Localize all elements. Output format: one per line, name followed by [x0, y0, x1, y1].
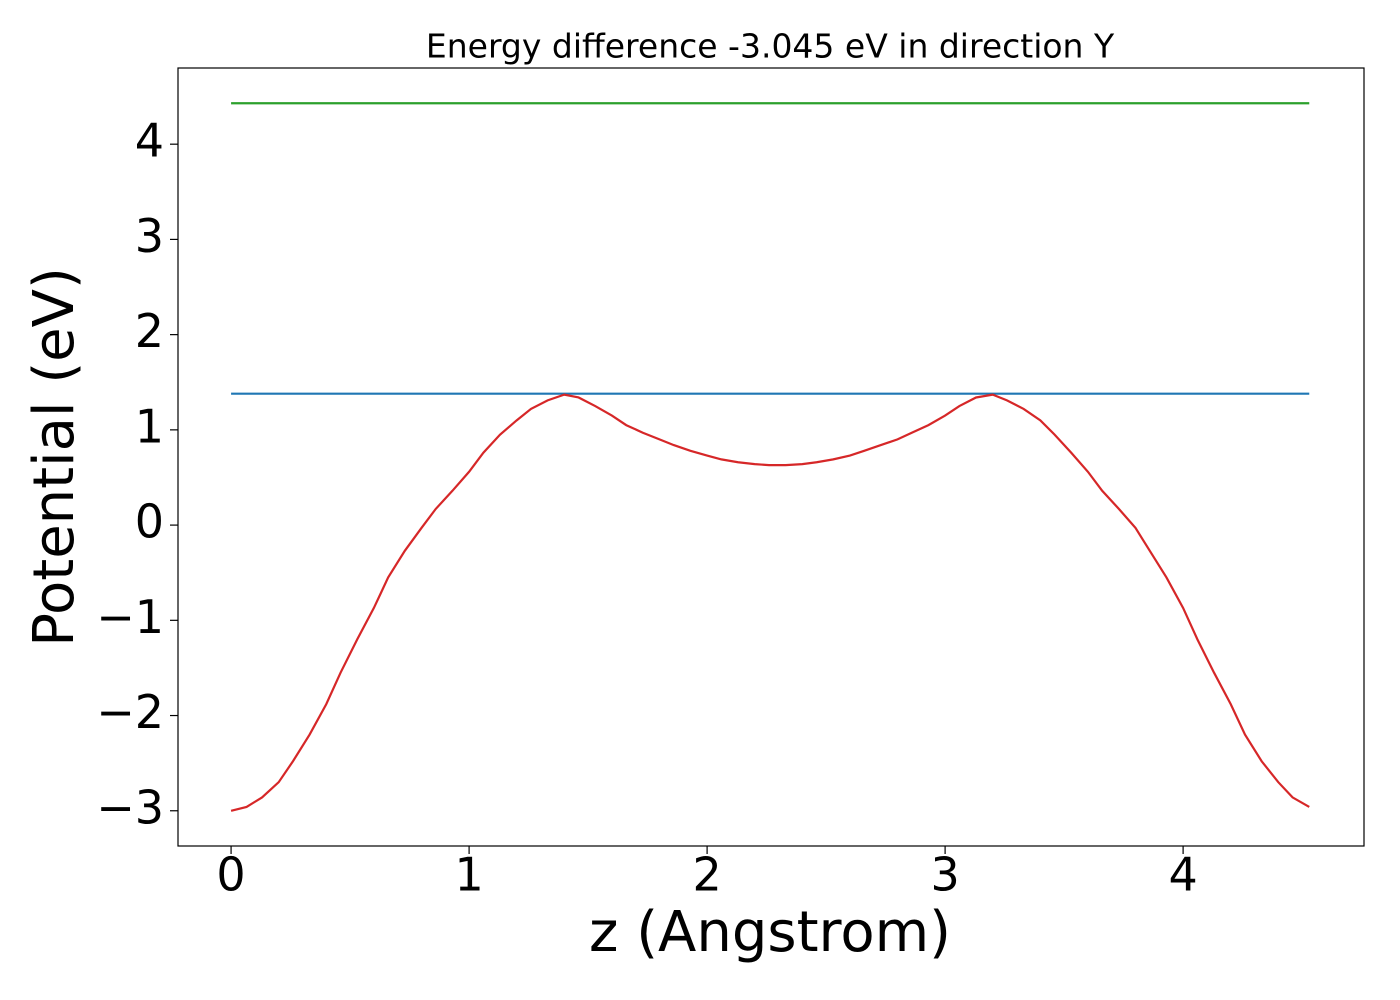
y-tick-label: 4 [135, 114, 164, 168]
line-series [230, 393, 1310, 812]
x-tick-label: 2 [692, 848, 721, 902]
y-axis-label: Potential (eV) [22, 267, 87, 647]
x-axis-label: z (Angstrom) [589, 900, 951, 965]
chart-title: Energy difference -3.045 eV in direction… [426, 27, 1115, 66]
y-tick-label: 1 [135, 399, 164, 453]
plot-frame [177, 67, 1365, 847]
x-tick-label: 1 [454, 848, 483, 902]
y-tick-label: 0 [135, 495, 164, 549]
x-tick-label: 4 [1168, 848, 1197, 902]
y-tick-label: −1 [96, 590, 164, 644]
x-tick-label: 0 [216, 848, 245, 902]
x-tick-label: 3 [930, 848, 959, 902]
y-tick-label: 3 [135, 209, 164, 263]
y-tick-label: −3 [96, 780, 164, 834]
y-tick-label: −2 [96, 685, 164, 739]
y-tick-label: 2 [135, 304, 164, 358]
